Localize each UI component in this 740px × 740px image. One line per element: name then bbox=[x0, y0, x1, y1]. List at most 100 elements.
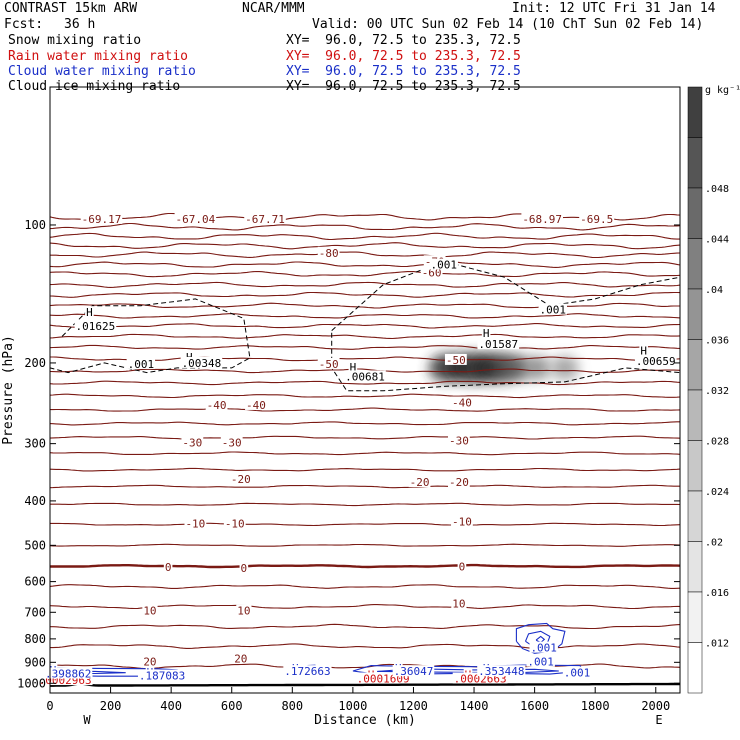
isotherm-label-bg bbox=[457, 560, 467, 572]
isotherm-label: 10 bbox=[143, 605, 156, 618]
field-xy-snow: XY= 96.0, 72.5 to 235.3, 72.5 bbox=[286, 33, 521, 48]
x-tick-label: 0 bbox=[46, 699, 53, 713]
y-tick-label: 200 bbox=[24, 356, 46, 370]
isotherm-label: 20 bbox=[143, 655, 156, 668]
colorbar-tick-label: .02 bbox=[705, 538, 723, 549]
snow-label: H bbox=[350, 361, 357, 374]
isotherm-line bbox=[49, 368, 681, 374]
isotherm-label: -67.04 bbox=[176, 213, 216, 226]
forecast-label: Fcst: bbox=[4, 17, 44, 32]
isotherm-line bbox=[49, 302, 680, 309]
isotherm-label: -67.71 bbox=[245, 213, 285, 226]
rain-label-bg bbox=[355, 672, 411, 684]
center-label: NCAR/MMM bbox=[242, 1, 305, 16]
cloud-water-label: .001 bbox=[530, 642, 557, 655]
isotherm-label: -30 bbox=[222, 436, 242, 449]
y-tick-label: 800 bbox=[24, 632, 46, 646]
snow-label-bg bbox=[348, 360, 358, 372]
colorbar-tick-label: .048 bbox=[705, 184, 729, 195]
isotherm-label: -40 bbox=[452, 397, 472, 410]
snow-label: H bbox=[483, 327, 490, 340]
plot-title: CONTRAST 15km ARW bbox=[4, 1, 138, 16]
x-tick-label: 1000 bbox=[338, 699, 367, 713]
isotherm-line bbox=[49, 232, 680, 241]
colorbar: .012 .016 .02 .024 .028 .032 .036 .04 .044 .048 g … bbox=[687, 85, 740, 694]
isotherm-label-bg bbox=[229, 472, 252, 484]
isotherm-label-bg bbox=[142, 604, 158, 616]
field-name-cloud-water: Cloud water mixing ratio bbox=[8, 64, 196, 79]
isotherm-label-bg bbox=[451, 396, 473, 408]
isotherm-line bbox=[50, 407, 681, 412]
isotherm-label-bg bbox=[444, 353, 467, 365]
cloud-water-label-bg bbox=[562, 666, 592, 678]
isotherm-label: -20 bbox=[410, 476, 430, 489]
snow-label-bg bbox=[481, 326, 491, 338]
isotherm-line bbox=[49, 313, 681, 319]
x-tick-label: 400 bbox=[160, 699, 182, 713]
isotherm-label-bg bbox=[244, 212, 286, 224]
snow-label: .01625 bbox=[76, 320, 116, 333]
snow-label: .00348 bbox=[182, 357, 222, 370]
colorbar-swatch bbox=[687, 187, 703, 239]
isotherm-label: -10 bbox=[225, 517, 245, 530]
cloud-water-label: .001 bbox=[564, 667, 591, 680]
isotherm-line bbox=[49, 451, 681, 456]
y-tick-label: 900 bbox=[24, 655, 46, 669]
isotherm-line bbox=[50, 563, 681, 569]
isotherm-line bbox=[50, 502, 681, 507]
colorbar-swatch bbox=[687, 541, 703, 593]
y-axis-label: Pressure (hPa) bbox=[1, 335, 16, 445]
axes: 0 200 400 600 800 1000 1200 1400 1600 1800 2000100… bbox=[1, 86, 681, 728]
snow-contour bbox=[49, 298, 251, 374]
isotherm-label-bg bbox=[451, 597, 467, 609]
colorbar-tick-label: .032 bbox=[705, 386, 729, 397]
x-tick-label: 1800 bbox=[581, 699, 610, 713]
isotherm-label: 0 bbox=[165, 561, 172, 574]
isotherm-line bbox=[49, 291, 681, 298]
cloud-water-label: .001 bbox=[527, 656, 554, 669]
temperature-contours bbox=[49, 212, 681, 687]
isotherm-label: -68.97 bbox=[522, 213, 562, 226]
isotherm-line bbox=[50, 522, 681, 527]
colorbar-unit: g kg⁻¹ bbox=[705, 85, 740, 96]
isotherm-line bbox=[49, 435, 681, 440]
snow-shade-blob bbox=[550, 355, 579, 380]
isotherm-label: 10 bbox=[452, 598, 465, 611]
isotherm-label: -50 bbox=[319, 358, 339, 371]
isotherm-label-bg bbox=[205, 398, 228, 410]
isotherm-label-bg bbox=[579, 212, 615, 224]
isotherm-line bbox=[49, 323, 681, 329]
isotherm-line bbox=[50, 623, 681, 630]
isotherm-label: -20 bbox=[449, 476, 469, 489]
snow-label-bg bbox=[634, 354, 677, 366]
colorbar-swatch bbox=[687, 642, 703, 694]
isotherm-label: -10 bbox=[452, 516, 472, 529]
x-tick-label: 1600 bbox=[520, 699, 549, 713]
cloud-water-label: .398862 bbox=[45, 667, 91, 680]
x-tick-label: 2000 bbox=[641, 699, 670, 713]
isotherm-label-bg bbox=[80, 212, 123, 224]
snow-shade-blob bbox=[523, 355, 552, 380]
isotherm-label-bg bbox=[317, 246, 340, 258]
colorbar-swatch bbox=[687, 86, 703, 138]
isotherm-label-bg bbox=[142, 655, 158, 667]
colorbar-tick-label: .036 bbox=[705, 336, 729, 347]
init-time: Init: 12 UTC Fri 31 Jan 14 bbox=[512, 1, 716, 16]
isotherm-line bbox=[49, 393, 681, 399]
field-xy-cloud-water: XY= 96.0, 72.5 to 235.3, 72.5 bbox=[286, 64, 521, 79]
isotherm-label-bg bbox=[245, 398, 267, 410]
isotherm-label-bg bbox=[163, 561, 173, 573]
isotherm-label: 20 bbox=[234, 652, 247, 665]
isotherm-line bbox=[50, 251, 681, 259]
snow-label: .001 bbox=[540, 304, 567, 317]
forecast-value: 36 h bbox=[64, 17, 96, 32]
snow-label-bg bbox=[185, 350, 194, 362]
valid-time: Valid: 00 UTC Sun 02 Feb 14 (10 ChT Sun … bbox=[312, 17, 704, 32]
snow-shade-blob bbox=[500, 354, 533, 381]
contour-labels: -69.17-67.04-67.71-68.97-69.5-80-70-60-5… bbox=[37, 212, 677, 687]
rain-label-bg bbox=[452, 672, 508, 684]
colorbar-swatch bbox=[687, 389, 703, 441]
isotherm-label-bg bbox=[239, 561, 249, 573]
isotherm-label: -20 bbox=[231, 473, 251, 486]
isotherm-label-bg bbox=[451, 515, 473, 527]
